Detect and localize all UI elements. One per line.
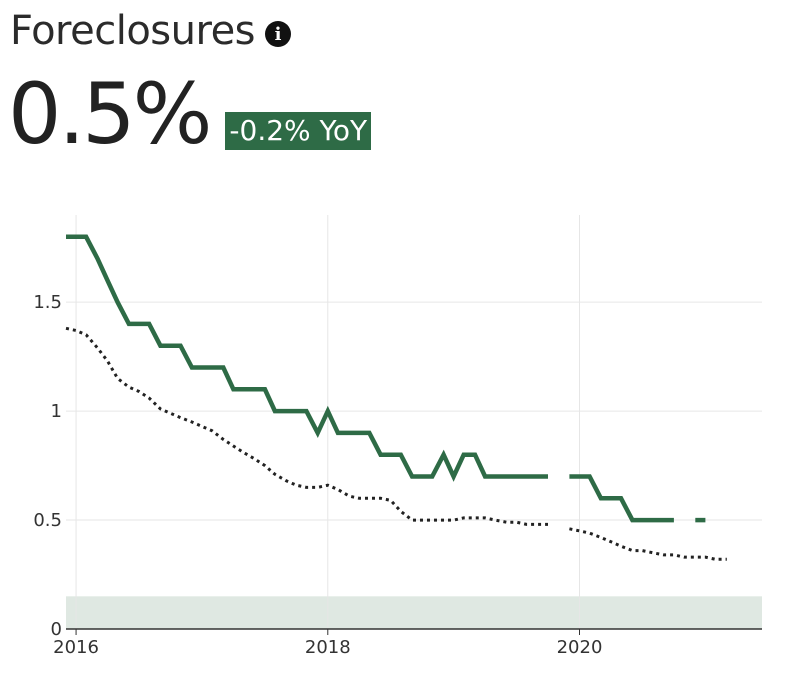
info-icon[interactable]: i: [265, 21, 292, 47]
page-title: Foreclosures: [10, 8, 256, 54]
y-tick-label: 1.5: [33, 292, 62, 313]
y-tick-label: 0: [51, 619, 62, 640]
primary-series-line-segment-1: [569, 474, 674, 523]
x-tick-label: 2018: [305, 637, 351, 658]
foreclosures-chart: 0 0.5 1 1.5 2016 2018 2020: [33, 215, 762, 658]
x-tick-label: 2016: [53, 637, 99, 658]
value-row: 0.5% -0.2% YoY: [8, 65, 372, 163]
dotted-series-line-segment-1: [569, 527, 727, 561]
metric-value: 0.5%: [8, 65, 212, 163]
title-row: Foreclosures i: [10, 8, 292, 54]
yoy-change-badge: -0.2% YoY: [225, 112, 372, 150]
dotted-series-line-segment-0: [65, 326, 548, 526]
recession-band: [66, 596, 762, 629]
y-tick-label: 1: [51, 401, 62, 422]
x-tick-label: 2020: [557, 637, 603, 658]
y-tick-label: 0.5: [33, 510, 62, 531]
primary-series-line-segment-0: [66, 234, 548, 482]
